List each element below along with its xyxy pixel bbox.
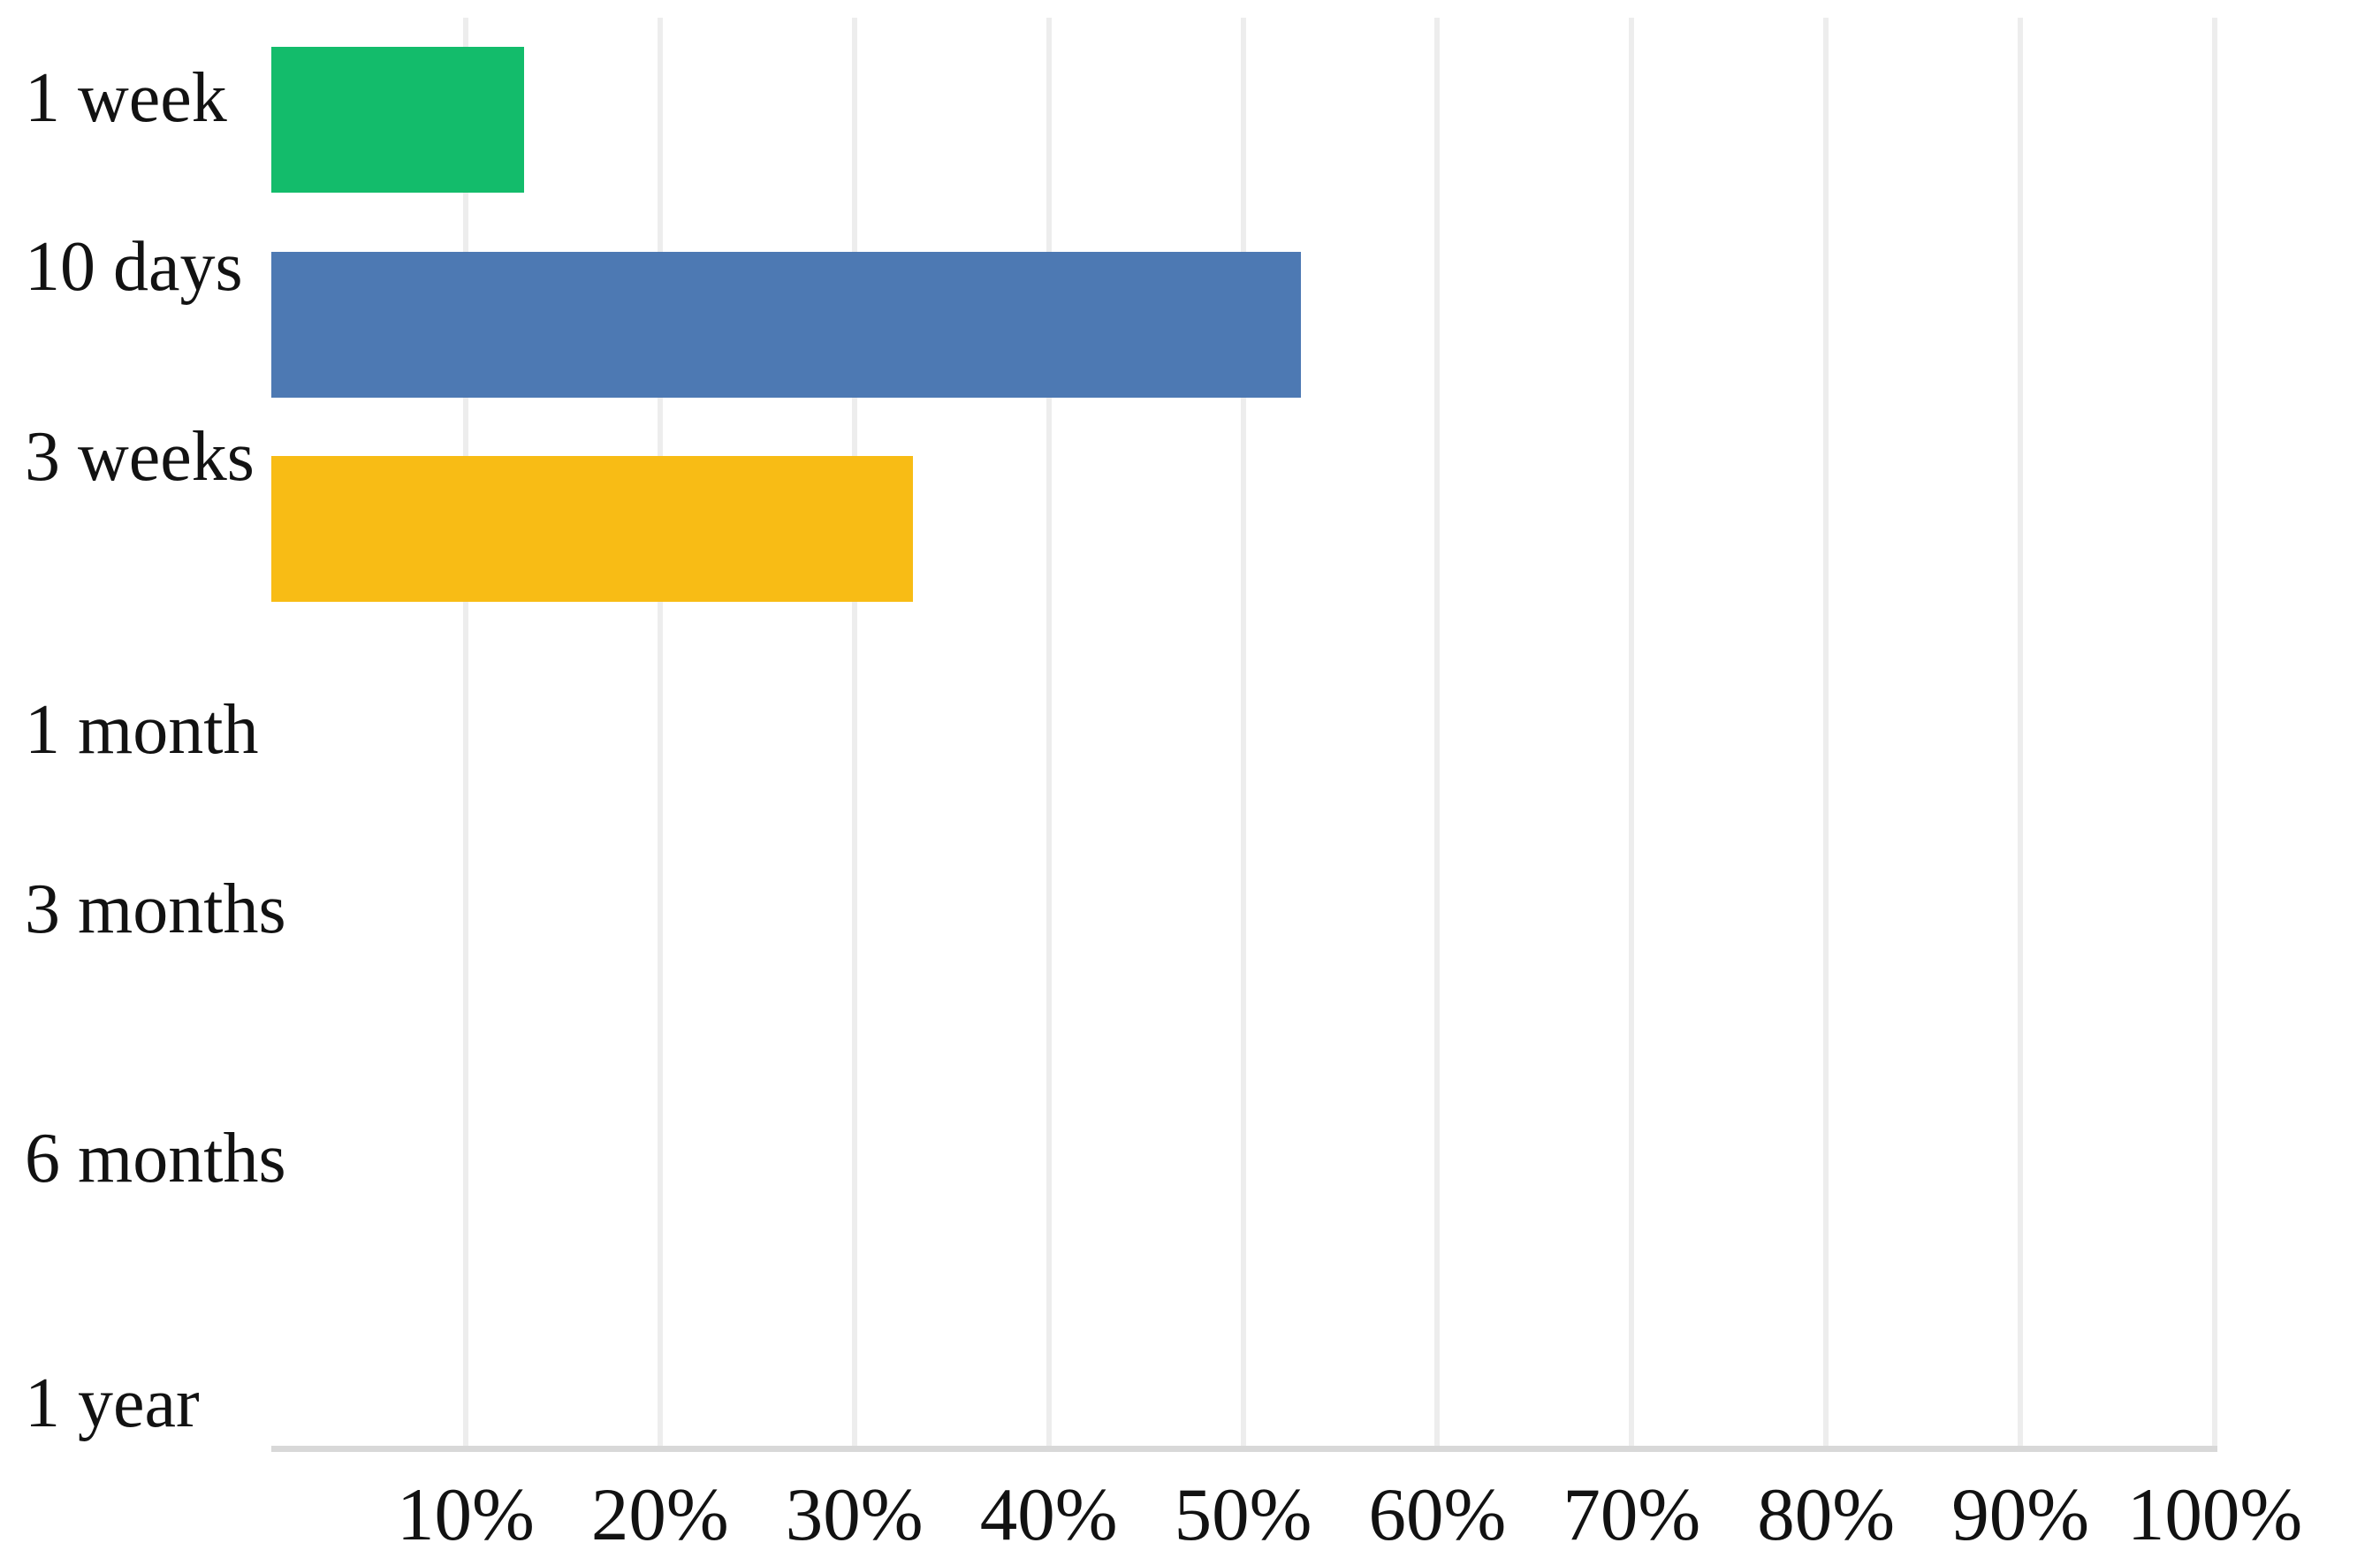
gridline: [657, 18, 663, 1449]
gridline: [1434, 18, 1441, 1449]
category-label: 1 month: [25, 691, 259, 769]
category-label: 1 year: [25, 1364, 200, 1443]
gridline: [2212, 18, 2217, 1449]
category-label: 1 week: [25, 58, 227, 137]
x-tick-label: 100%: [2126, 1473, 2303, 1556]
gridline: [1629, 18, 1635, 1449]
gridline: [851, 18, 857, 1449]
x-tick-label: 40%: [979, 1473, 1118, 1556]
x-tick-label: 60%: [1368, 1473, 1507, 1556]
x-tick-label: 20%: [590, 1473, 729, 1556]
category-label: 3 weeks: [25, 417, 255, 496]
gridline: [2018, 18, 2024, 1449]
gridline: [1823, 18, 1829, 1449]
x-tick-label: 50%: [1174, 1473, 1312, 1556]
gridline: [462, 18, 468, 1449]
x-tick-label: 90%: [1951, 1473, 2089, 1556]
bar-3-weeks: [271, 456, 913, 603]
bar-10-days: [271, 251, 1302, 398]
x-tick-label: 80%: [1757, 1473, 1896, 1556]
x-tick-label: 30%: [785, 1473, 924, 1556]
gridline: [1046, 18, 1052, 1449]
category-label: 3 months: [25, 870, 286, 949]
gridline: [1240, 18, 1246, 1449]
bar-1-week: [271, 47, 524, 194]
x-axis-line: [271, 1446, 2217, 1452]
x-tick-label: 70%: [1563, 1473, 1701, 1556]
category-label: 6 months: [25, 1119, 286, 1197]
x-tick-label: 10%: [396, 1473, 535, 1556]
category-label: 10 days: [25, 228, 243, 307]
